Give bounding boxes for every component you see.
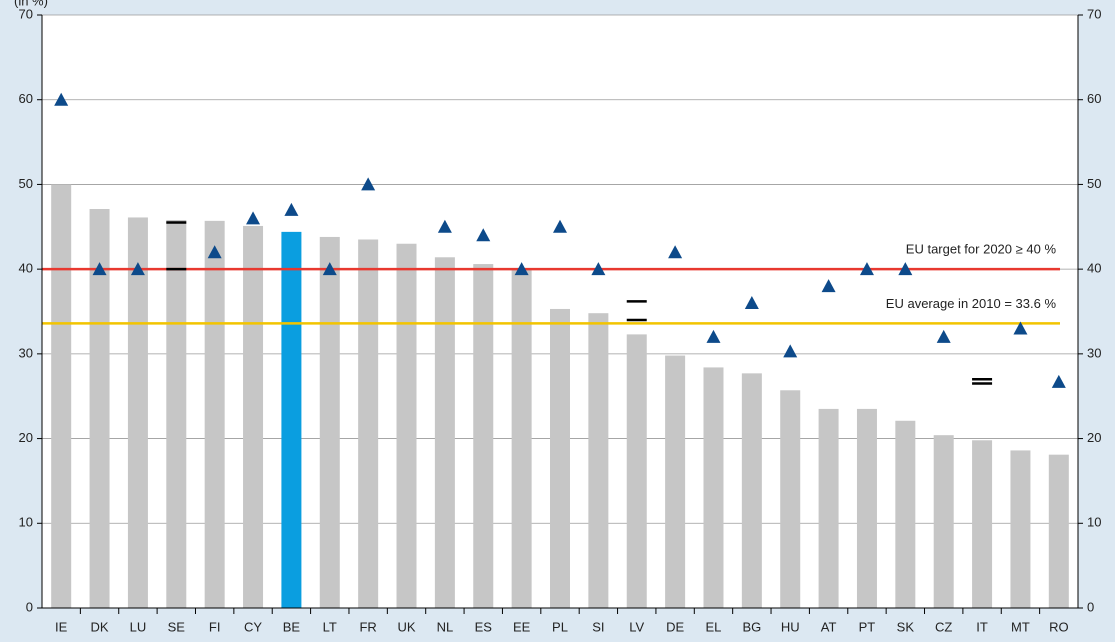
x-tick-label: UK	[397, 619, 415, 634]
target-marker	[284, 202, 299, 216]
y-tick-label: 30	[19, 345, 33, 360]
x-tick-label: LV	[629, 619, 644, 634]
target-marker	[437, 219, 452, 233]
y-tick-label: 0	[26, 599, 33, 614]
target-marker	[898, 262, 913, 276]
target-marker	[92, 262, 107, 276]
y-tick-label: 70	[19, 6, 33, 21]
target-marker	[553, 219, 567, 233]
bar	[1048, 454, 1069, 608]
y-tick-label: 10	[19, 515, 33, 530]
x-tick-label: RO	[1049, 619, 1069, 634]
bar	[780, 390, 801, 608]
target-marker	[476, 228, 491, 242]
bar	[1010, 450, 1031, 608]
target-marker	[821, 279, 836, 293]
target-marker	[130, 262, 145, 276]
x-tick-label: SK	[897, 619, 915, 634]
x-tick-label: EE	[513, 619, 531, 634]
y2-tick-label: 0	[1087, 599, 1094, 614]
x-tick-label: HU	[781, 619, 800, 634]
y2-tick-label: 50	[1087, 176, 1101, 191]
x-tick-label: FR	[359, 619, 376, 634]
x-tick-label: LU	[130, 619, 147, 634]
x-tick-label: SE	[168, 619, 186, 634]
y2-tick-label: 10	[1087, 515, 1101, 530]
target-marker	[207, 245, 222, 259]
x-tick-label: PL	[552, 619, 568, 634]
y-tick-label: 20	[19, 430, 33, 445]
bar	[358, 239, 379, 608]
target-marker	[744, 296, 759, 310]
x-tick-label: CZ	[935, 619, 952, 634]
x-tick-label: EL	[706, 619, 722, 634]
bar	[319, 236, 340, 609]
target-marker	[361, 177, 376, 191]
y-tick-label: 50	[19, 176, 33, 191]
target-marker	[706, 329, 721, 343]
y2-tick-label: 40	[1087, 261, 1101, 276]
x-tick-label: IT	[976, 619, 988, 634]
x-tick-label: ES	[475, 619, 493, 634]
target-marker	[668, 245, 683, 259]
y-unit-label: (in %)	[14, 0, 48, 8]
target-marker	[322, 262, 337, 276]
x-tick-label: SI	[592, 619, 604, 634]
x-tick-label: PT	[859, 619, 876, 634]
target-marker	[1013, 321, 1028, 335]
bar	[243, 225, 264, 608]
bar	[511, 269, 532, 608]
x-tick-label: IE	[55, 619, 68, 634]
bar	[895, 420, 916, 608]
y2-tick-label: 60	[1087, 91, 1101, 106]
bar	[51, 184, 72, 608]
reference-label: EU target for 2020 ≥ 40 %	[906, 242, 1057, 257]
bar	[281, 231, 302, 608]
bar	[89, 208, 110, 608]
x-tick-label: BG	[742, 619, 761, 634]
x-tick-label: LT	[323, 619, 337, 634]
x-tick-label: NL	[437, 619, 454, 634]
target-marker	[783, 344, 798, 358]
target-marker	[514, 262, 529, 276]
y-tick-label: 60	[19, 91, 33, 106]
reference-label: EU average in 2010 = 33.6 %	[886, 296, 1057, 311]
x-tick-label: BE	[283, 619, 301, 634]
y2-tick-label: 20	[1087, 430, 1101, 445]
bar	[626, 334, 647, 608]
bar	[972, 440, 993, 608]
x-tick-label: DK	[91, 619, 109, 634]
bar	[933, 435, 954, 608]
bar	[473, 264, 494, 608]
bar	[127, 217, 148, 608]
bar	[856, 408, 877, 608]
y2-tick-label: 30	[1087, 345, 1101, 360]
target-marker	[246, 211, 261, 225]
x-tick-label: AT	[821, 619, 837, 634]
x-tick-label: CY	[244, 619, 262, 634]
y2-tick-label: 70	[1087, 6, 1101, 21]
bar	[434, 257, 455, 608]
y-tick-label: 40	[19, 261, 33, 276]
x-tick-label: DE	[666, 619, 684, 634]
target-marker	[1051, 374, 1066, 388]
bar	[665, 355, 686, 608]
bar	[204, 220, 225, 608]
bar	[741, 373, 762, 608]
x-tick-label: MT	[1011, 619, 1030, 634]
target-marker	[591, 262, 606, 276]
target-marker	[936, 329, 951, 343]
target-marker	[859, 262, 874, 276]
bar	[550, 308, 570, 608]
bar	[166, 220, 187, 608]
bar	[703, 367, 724, 608]
x-tick-label: FI	[209, 619, 221, 634]
bar	[818, 408, 839, 608]
bar	[588, 313, 609, 608]
bar	[396, 243, 417, 608]
target-marker	[54, 92, 69, 106]
